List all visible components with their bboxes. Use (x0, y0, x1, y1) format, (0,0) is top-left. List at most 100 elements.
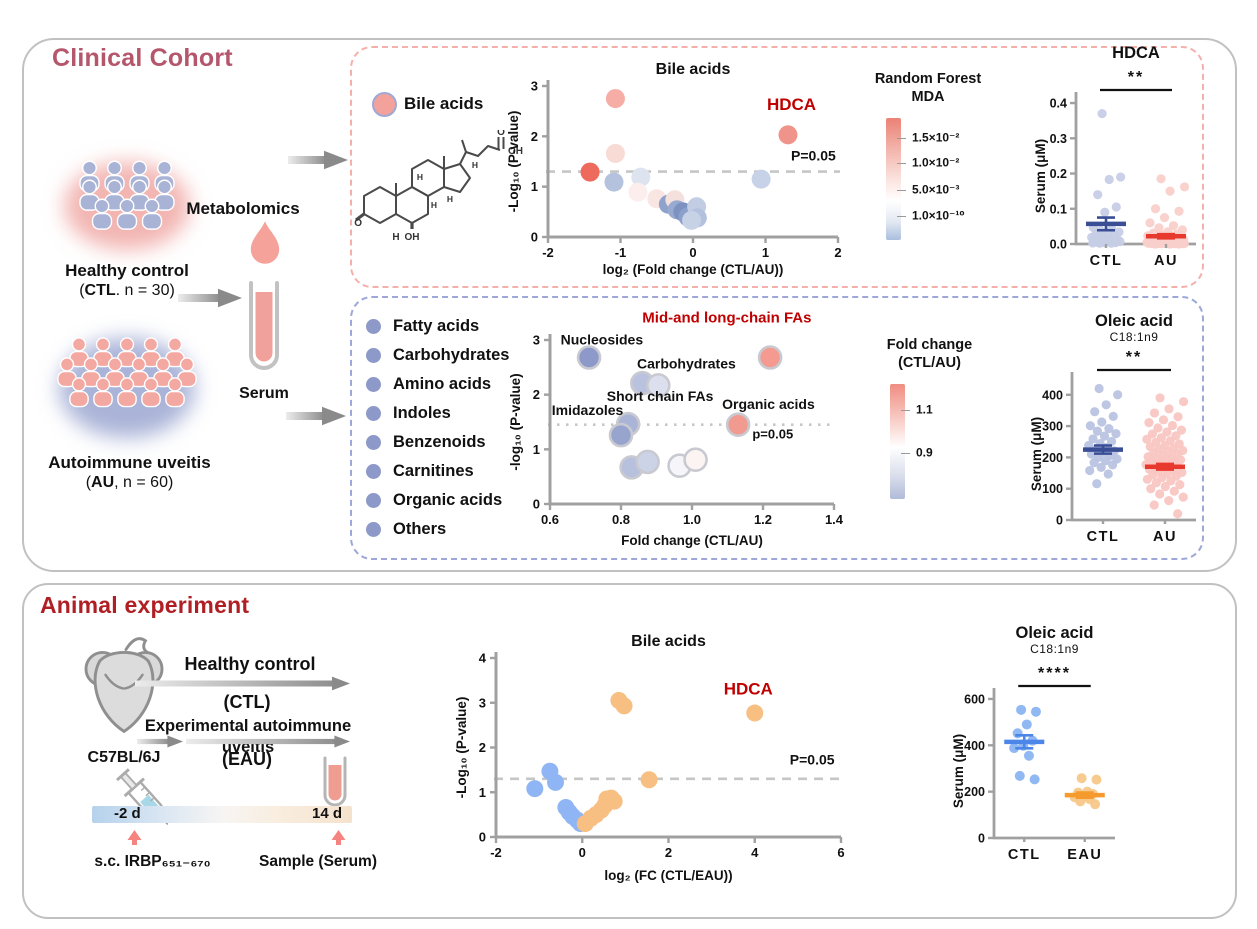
category-bullet-icon (366, 348, 381, 363)
blood-drop-icon (250, 221, 280, 264)
clinical-cohort-panel (22, 38, 1237, 572)
category-item: Fatty acids (366, 312, 509, 341)
svg-text:Organic acids: Organic acids (722, 396, 815, 412)
svg-text:-2: -2 (542, 245, 554, 260)
category-item: Benzenoids (366, 428, 509, 457)
svg-text:Serum (μM): Serum (μM) (1033, 139, 1048, 213)
volcano-bile-clinical-chart: -2 -1 0 1 2 0 1 2 3 Bile acids log₂ (Fold change (… (500, 56, 850, 281)
metabolite-category-list: Fatty acids Carbohydrates Amino acids Indol… (366, 312, 509, 544)
category-item: Carbohydrates (366, 341, 509, 370)
svg-text:2: 2 (834, 245, 841, 260)
svg-text:4: 4 (751, 845, 759, 860)
svg-text:4: 4 (479, 651, 487, 666)
healthy-name: Healthy control (65, 261, 189, 280)
flow-arrow-to-fa-box (286, 406, 346, 426)
svg-text:0: 0 (978, 832, 985, 846)
healthy-label: Healthy control (CTL. n = 30) (42, 260, 212, 301)
svg-text:O: O (497, 130, 505, 138)
svg-text:2: 2 (479, 740, 486, 755)
svg-text:0.6: 0.6 (541, 512, 559, 527)
healthy-sub: (CTL. n = 30) (79, 282, 175, 300)
svg-text:CTL: CTL (1087, 529, 1120, 545)
category-item: Others (366, 515, 509, 544)
category-item: Amino acids (366, 370, 509, 399)
svg-text:-1: -1 (615, 245, 627, 260)
oleic-acid-clinical-dotplot-chart: 0 100 200 300 400 Oleic acid C18:1n9 ** Serum (μ… (1026, 310, 1204, 552)
svg-text:1.2: 1.2 (754, 512, 772, 527)
hdca-dotplot-chart: 0.0 0.1 0.2 0.3 0.4 HDCA ** Serum (μM) CTL AU (1032, 44, 1204, 274)
svg-text:H: H (447, 194, 453, 204)
svg-text:Imidazoles: Imidazoles (552, 402, 624, 418)
svg-text:H: H (472, 160, 478, 170)
category-bullet-icon (366, 319, 381, 334)
svg-text:100: 100 (1042, 482, 1063, 496)
svg-text:0.4: 0.4 (1050, 97, 1067, 111)
svg-text:0.8: 0.8 (612, 512, 630, 527)
category-label: Benzenoids (393, 433, 486, 451)
svg-text:-Log₁₀ (P-value): -Log₁₀ (P-value) (506, 111, 521, 213)
svg-text:Serum (μM): Serum (μM) (951, 734, 966, 808)
svg-text:**: ** (1126, 349, 1142, 366)
svg-text:-log₁₀ (P-value): -log₁₀ (P-value) (508, 373, 523, 470)
svg-text:0: 0 (689, 245, 696, 260)
svg-text:C18:1n9: C18:1n9 (1110, 330, 1159, 344)
svg-text:P=0.05: P=0.05 (790, 752, 835, 768)
svg-text:0.1: 0.1 (1050, 202, 1067, 216)
category-item: Carnitines (366, 457, 509, 486)
svg-text:CTL: CTL (1090, 253, 1123, 269)
svg-text:C18:1n9: C18:1n9 (1030, 642, 1079, 656)
svg-text:HDCA: HDCA (767, 95, 816, 114)
svg-text:0.2: 0.2 (1050, 167, 1067, 181)
injection-label: s.c. IRBP₆₅₁₋₆₇₀ (94, 853, 211, 870)
svg-text:0: 0 (533, 497, 540, 512)
svg-text:400: 400 (1042, 388, 1063, 402)
category-bullet-icon (366, 406, 381, 421)
injection-marker-icon (127, 830, 142, 845)
svg-text:Fold change (CTL/AU): Fold change (CTL/AU) (621, 533, 763, 548)
uveitis-sub: (AU, n = 60) (85, 474, 174, 492)
svg-text:Oleic acid: Oleic acid (1095, 312, 1173, 330)
category-bullet-icon (366, 377, 381, 392)
eau-arrow-short (137, 735, 183, 748)
ctl-timeline-arrow (135, 676, 350, 691)
svg-text:0: 0 (531, 230, 538, 245)
uveitis-name: Autoimmune uveitis (48, 453, 211, 472)
svg-text:Bile acids: Bile acids (656, 61, 731, 78)
fold-change-colorbar: Fold change (CTL/AU) 1.1 0.9 (862, 336, 997, 500)
svg-text:OH: OH (405, 232, 420, 243)
svg-text:0: 0 (479, 830, 486, 845)
svg-text:2: 2 (531, 129, 538, 144)
svg-text:**: ** (1128, 69, 1144, 86)
clinical-cohort-title: Clinical Cohort (52, 44, 233, 72)
random-forest-colorbar: Random Forest MDA 1.5×10⁻² 1.0×10⁻² 5.0×10⁻³… (858, 70, 998, 241)
svg-text:Mid-and long-chain FAs: Mid-and long-chain FAs (642, 310, 811, 327)
svg-text:400: 400 (964, 739, 985, 753)
serum-label: Serum (239, 385, 289, 402)
svg-text:H: H (431, 200, 437, 210)
metabolomics-label: Metabolomics (186, 199, 300, 218)
svg-text:1: 1 (479, 785, 486, 800)
svg-text:0.3: 0.3 (1050, 132, 1067, 146)
svg-text:200: 200 (1042, 451, 1063, 465)
category-item: Organic acids (366, 486, 509, 515)
svg-text:AU: AU (1153, 529, 1177, 545)
eau-timeline-arrow (186, 735, 350, 748)
bile-acids-legend-label: Bile acids (404, 94, 484, 113)
svg-text:HO: HO (354, 218, 362, 229)
flow-arrow-to-bile-box (288, 150, 348, 170)
category-item: Indoles (366, 399, 509, 428)
svg-text:3: 3 (531, 79, 538, 94)
svg-text:OH: OH (508, 146, 523, 157)
category-label: Indoles (393, 404, 451, 422)
category-bullet-icon (366, 435, 381, 450)
svg-text:Bile acids: Bile acids (631, 633, 706, 650)
svg-text:3: 3 (533, 333, 540, 348)
svg-text:CTL: CTL (1008, 847, 1041, 863)
arm-eau-abbrev: (EAU) (222, 749, 272, 769)
svg-text:Oleic acid: Oleic acid (1016, 624, 1094, 642)
category-label: Fatty acids (393, 317, 480, 335)
category-label: Amino acids (393, 375, 492, 393)
svg-text:1.0: 1.0 (683, 512, 701, 527)
bile-acids-dashed-box (350, 46, 1204, 288)
animal-experiment-panel (22, 583, 1237, 919)
